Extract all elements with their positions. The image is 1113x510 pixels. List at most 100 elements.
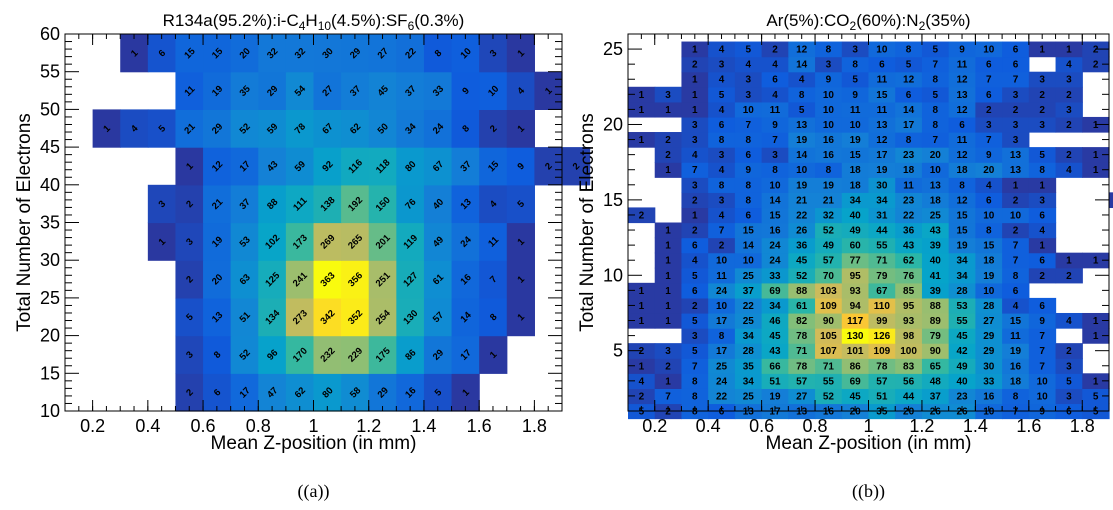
cell-value: 2 — [692, 195, 698, 206]
heatmap-cell — [708, 373, 736, 389]
cell-value: 29 — [983, 346, 995, 357]
cell-value: 8 — [212, 349, 224, 361]
cell-value: 89 — [930, 316, 942, 327]
cell-value: 88 — [930, 301, 942, 312]
heatmap-cell — [1002, 388, 1030, 405]
heatmap-cell — [841, 207, 870, 224]
cell-value: 5 — [1093, 407, 1099, 418]
cell-value: 5 — [692, 316, 698, 327]
x-tick-label: 0.8 — [246, 416, 271, 436]
title-subscript: 10 — [318, 19, 332, 33]
cell-value: 5 — [799, 105, 805, 116]
cell-value: 1 — [665, 226, 671, 237]
cell-value: 11 — [1010, 331, 1021, 342]
heatmap-cell — [1028, 71, 1057, 88]
cell-value: 22 — [743, 301, 755, 312]
cell-value: 2 — [1066, 120, 1072, 131]
cell-value: 42 — [956, 346, 968, 357]
heatmap-cell — [1002, 207, 1030, 224]
heatmap-cell — [841, 41, 870, 58]
heatmap-cell — [815, 358, 843, 374]
x-tick-label: 1 — [308, 416, 318, 436]
heatmap-cell — [396, 297, 425, 337]
heatmap-cell — [368, 297, 397, 337]
cell-value: 45 — [796, 256, 808, 267]
heatmap-cell — [1055, 71, 1083, 88]
cell-value: 2 — [639, 210, 645, 221]
cell-value: 2 — [1013, 195, 1019, 206]
cell-value: 7 — [1013, 256, 1019, 267]
heatmap-cell — [895, 373, 923, 389]
cell-value: 3 — [157, 199, 169, 211]
heatmap-cell — [423, 34, 453, 73]
heatmap-cell — [788, 71, 816, 88]
heatmap-cell — [258, 147, 287, 186]
cell-value: 6 — [986, 60, 992, 71]
cell-value: 1 — [692, 90, 698, 101]
cell-value: 9 — [1039, 316, 1045, 327]
cell-value: 8 — [906, 135, 912, 146]
heatmap-cell — [841, 328, 870, 344]
cell-value: 20 — [850, 407, 862, 418]
heatmap-cell — [285, 373, 315, 412]
heatmap-cell — [815, 373, 843, 389]
heatmap-cell — [1082, 312, 1110, 329]
heatmap-cell — [230, 373, 259, 412]
cell-value: 51 — [876, 391, 888, 402]
cell-value: 6 — [1039, 210, 1045, 221]
heatmap-cell — [761, 297, 789, 314]
cell-value: 15 — [956, 210, 968, 221]
heatmap-cell — [948, 252, 976, 269]
heatmap-cell — [203, 71, 232, 110]
cell-value: 1 — [665, 105, 671, 116]
cell-value: 11 — [957, 60, 968, 71]
heatmap-cell — [451, 71, 480, 110]
cell-value: 2 — [1066, 150, 1072, 161]
cell-value: 1 — [1093, 376, 1099, 387]
heatmap-cell — [1002, 252, 1030, 269]
cell-value: 1 — [1066, 45, 1072, 56]
heatmap-cell — [368, 222, 397, 261]
cell-value: 8 — [1013, 271, 1019, 282]
cell-value: 6 — [692, 286, 698, 297]
cell-value: 2 — [665, 135, 671, 146]
heatmap-cell — [708, 328, 736, 344]
cell-value: 4 — [1066, 316, 1072, 327]
cell-value: 4 — [799, 75, 805, 86]
cell-value: 2 — [639, 346, 645, 357]
cell-value: 60 — [850, 241, 862, 252]
heatmap-cell — [815, 147, 843, 163]
cell-value: 34 — [956, 271, 968, 282]
cell-value: 4 — [719, 105, 725, 116]
heatmap-cell — [788, 132, 816, 148]
heatmap-cell — [258, 260, 287, 299]
cell-value: 7 — [488, 274, 500, 286]
cell-value: 51 — [769, 376, 781, 387]
heatmap-cell — [788, 282, 816, 299]
heatmap-cell — [654, 358, 683, 374]
heatmap-cell — [1055, 41, 1083, 58]
cell-value: 4 — [719, 165, 725, 176]
heatmap-cell — [1028, 116, 1057, 133]
cell-value: 24 — [716, 286, 728, 297]
heatmap-cell — [230, 222, 259, 261]
heatmap-cell — [1055, 116, 1083, 133]
heatmap-cell — [313, 373, 342, 412]
cell-value: 5 — [933, 90, 939, 101]
cell-value: 1 — [1093, 150, 1099, 161]
heatmap-cell — [921, 41, 950, 58]
cell-value: 17 — [716, 346, 728, 357]
heatmap-cell — [1028, 41, 1057, 58]
heatmap-cell — [1002, 116, 1030, 133]
y-tick-label: 45 — [40, 137, 60, 157]
cell-value: 130 — [847, 331, 864, 342]
cell-value: 3 — [745, 90, 751, 101]
heatmap-cell — [1055, 358, 1083, 374]
heatmap-cell — [815, 312, 843, 329]
cell-value: 90 — [930, 346, 942, 357]
heatmap-cell — [479, 147, 508, 186]
heatmap-cell — [451, 297, 480, 337]
heatmap-cell — [708, 71, 736, 88]
heatmap-cell — [734, 388, 763, 405]
panel-caption: ((a)) — [298, 481, 330, 502]
